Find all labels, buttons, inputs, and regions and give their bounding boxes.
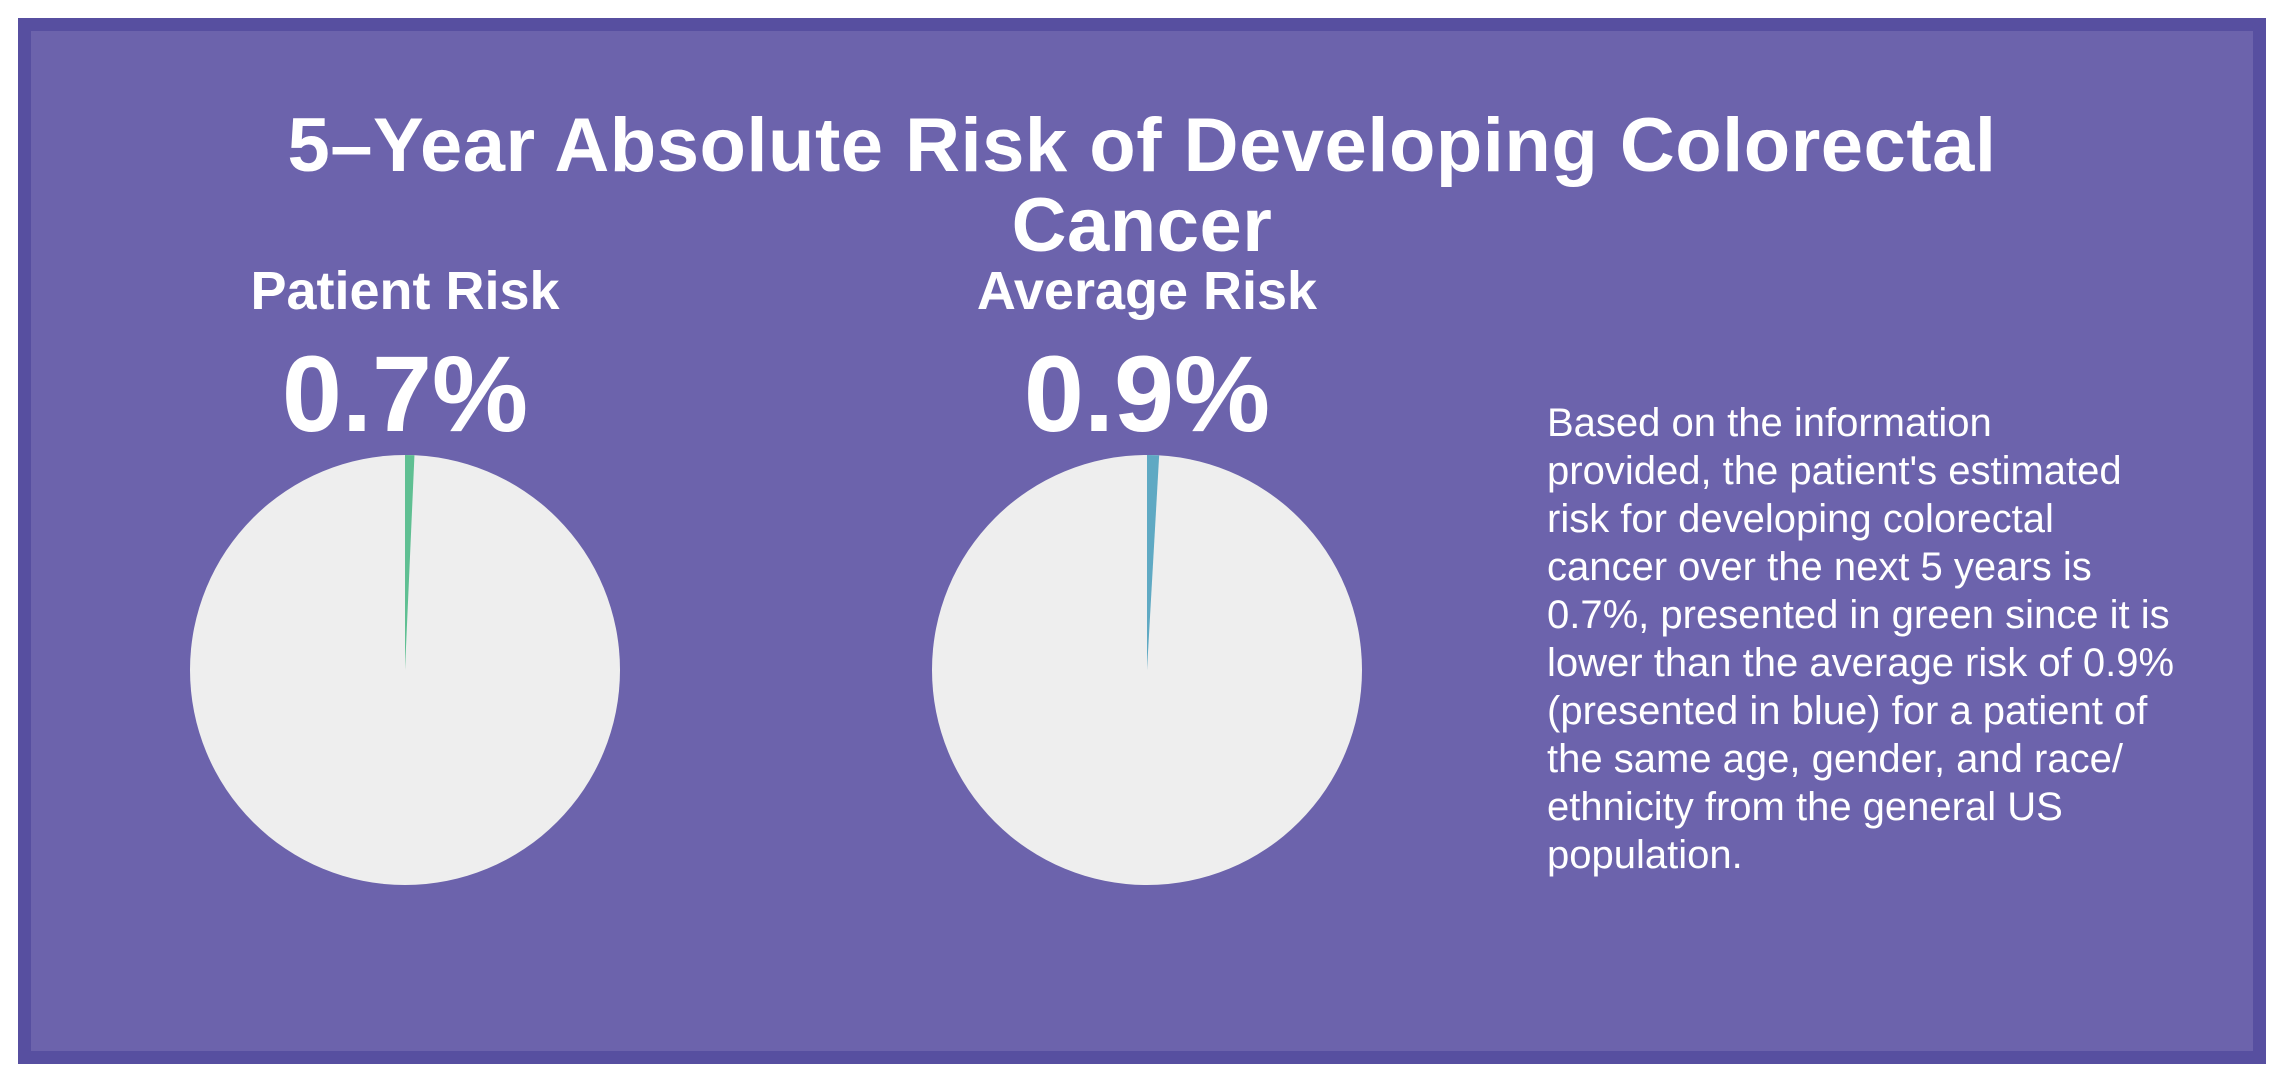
description-line: Based on the information bbox=[1547, 401, 1992, 445]
patient-risk-slice bbox=[405, 455, 415, 670]
average-risk-slice bbox=[1147, 455, 1160, 670]
description-text: Based on the information provided, the pa… bbox=[1547, 399, 2247, 879]
patient-risk-column: Patient Risk 0.7% bbox=[95, 259, 715, 885]
description-line: the same age, gender, and race/ bbox=[1547, 737, 2123, 781]
description-line: 0.7%, presented in green since it is bbox=[1547, 593, 2170, 637]
page-title-line-1: 5–Year Absolute Risk of Developing Color… bbox=[287, 102, 1997, 188]
description-line: cancer over the next 5 years is bbox=[1547, 545, 2092, 589]
description-line: lower than the average risk of 0.9% bbox=[1547, 641, 2175, 685]
description-line: risk for developing colorectal bbox=[1547, 497, 2054, 541]
average-risk-pie-chart bbox=[932, 455, 1362, 885]
description-line: population. bbox=[1547, 833, 1743, 877]
patient-risk-pie-chart bbox=[190, 455, 620, 885]
page-title-line-2: Cancer bbox=[1011, 182, 1273, 268]
patient-risk-label: Patient Risk bbox=[250, 261, 560, 321]
risk-summary-card: 5–Year Absolute Risk of Developing Color… bbox=[18, 18, 2266, 1064]
description-line: ethnicity from the general US bbox=[1547, 785, 2063, 829]
average-risk-label: Average Risk bbox=[976, 261, 1318, 321]
description-line: (presented in blue) for a patient of bbox=[1547, 689, 2148, 733]
average-risk-column: Average Risk 0.9% bbox=[837, 259, 1457, 885]
page-title: 5–Year Absolute Risk of Developing Color… bbox=[31, 102, 2253, 268]
card-content: 5–Year Absolute Risk of Developing Color… bbox=[31, 31, 2253, 1051]
description-line: provided, the patient's estimated bbox=[1547, 449, 2122, 493]
average-risk-value: 0.9% bbox=[1023, 333, 1271, 454]
patient-risk-value: 0.7% bbox=[281, 333, 529, 454]
